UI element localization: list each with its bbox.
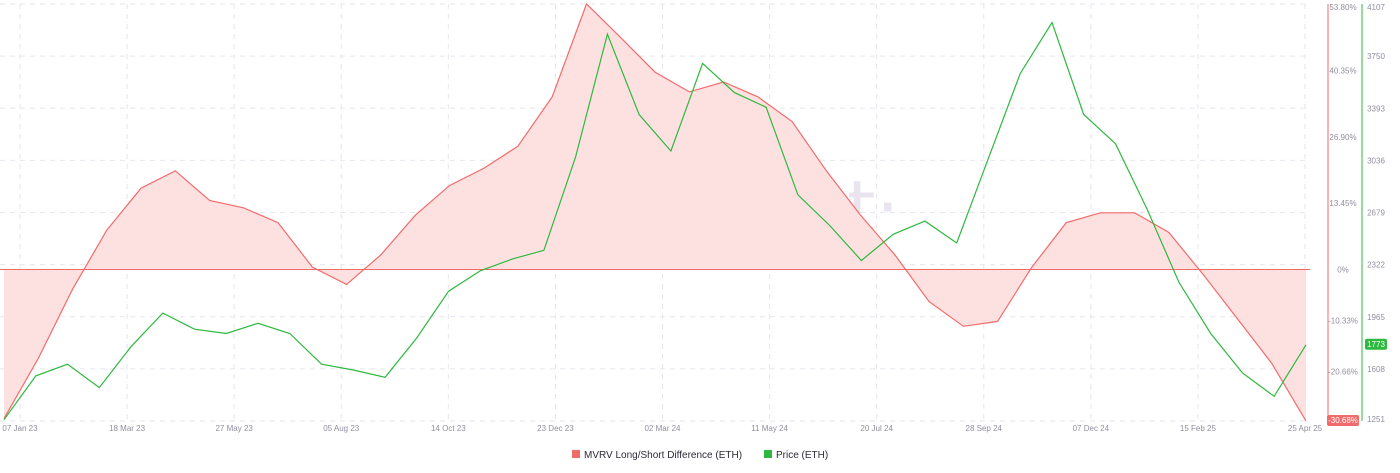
price-axis-tick-label: 1251 — [1367, 415, 1385, 424]
x-tick-label: 27 May 23 — [215, 424, 253, 433]
x-tick-label: 11 May 24 — [751, 424, 788, 433]
x-tick-label: 07 Dec 24 — [1073, 424, 1110, 433]
mvrv-axis-tick-label: 0% — [1337, 266, 1349, 275]
mvrv-axis-tick-label: 26.90% — [1329, 133, 1356, 142]
x-tick-label: 18 Mar 23 — [109, 424, 146, 433]
price-axis-tick-label: 3750 — [1367, 52, 1385, 61]
mvrv-series-line — [3, 2, 1307, 422]
price-axis-tick-label: 3393 — [1367, 104, 1385, 113]
x-tick-label: 14 Oct 23 — [431, 424, 466, 433]
mvrv-current-badge — [1327, 415, 1359, 426]
price-current-badge — [1365, 338, 1387, 350]
legend-swatch-mvrv — [572, 450, 580, 458]
mvrv-area-fill — [4, 4, 1306, 421]
mvrv-axis-tick-label: 40.35% — [1329, 66, 1356, 75]
price-series-line — [3, 21, 1307, 421]
legend-swatch-price — [764, 450, 772, 458]
price-axis-tick-label: 2322 — [1367, 261, 1385, 270]
x-tick-label: 07 Jan 23 — [2, 424, 38, 433]
mvrv-axis-tick-label: -10.33% — [1328, 317, 1358, 326]
legend-label-mvrv: MVRV Long/Short Difference (ETH) — [584, 450, 742, 461]
legend-label-price: Price (ETH) — [776, 450, 828, 461]
price-axis-tick-label: 1608 — [1367, 365, 1385, 374]
price-axis-tick-label: 2679 — [1367, 209, 1385, 218]
price-current-label: 1773 — [1367, 340, 1385, 349]
x-tick-label: 25 Apr 25 — [1288, 424, 1323, 433]
price-axis-tick-label: 1965 — [1367, 313, 1385, 322]
x-tick-label: 05 Aug 23 — [323, 424, 360, 433]
x-tick-label: 28 Sep 24 — [966, 424, 1003, 433]
mvrv-current-label: -30.68% — [1328, 416, 1358, 425]
x-tick-label: 23 Dec 23 — [537, 424, 574, 433]
price-axis-tick-label: 3036 — [1367, 156, 1385, 165]
legend: MVRV Long/Short Difference (ETH) Price (E… — [572, 450, 828, 461]
x-tick-label: 20 Jul 24 — [860, 424, 893, 433]
mvrv-axis-tick-label: 13.45% — [1329, 199, 1356, 208]
price-axis-tick-label: 4107 — [1367, 3, 1385, 12]
x-tick-label: 02 Mar 24 — [644, 424, 681, 433]
mvrv-axis-tick-label: -20.66% — [1328, 368, 1358, 377]
x-tick-label: 15 Feb 25 — [1180, 424, 1217, 433]
mvrv-axis-tick-label: 53.80% — [1329, 3, 1356, 12]
